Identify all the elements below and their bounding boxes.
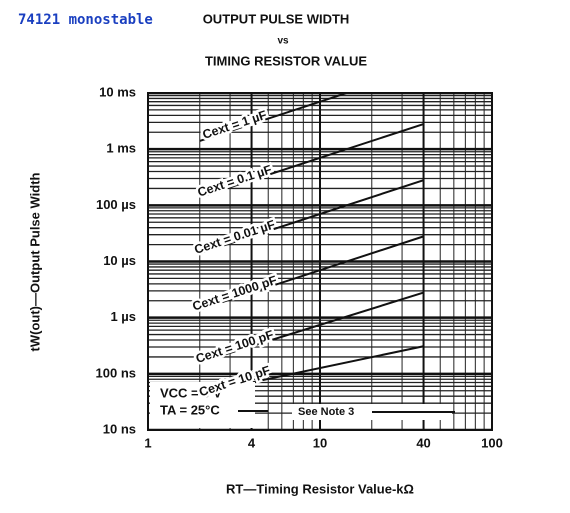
y-tick-label: 10 ns (103, 421, 136, 436)
x-tick-label: 1 (144, 435, 151, 450)
chart-subtitle: vs (277, 36, 289, 47)
series-label-group: Cext = 0.01 µF (190, 215, 280, 259)
series-label-group: Cext = 0.1 µF (193, 160, 276, 202)
x-axis-label: RT—Timing Resistor Value-kΩ (226, 481, 414, 496)
x-tick-label: 4 (248, 435, 256, 450)
series-line (199, 291, 424, 364)
header: 74121 monostable (18, 12, 153, 28)
series-line (199, 235, 424, 311)
series-label-group: Cext = 1 µF (198, 105, 271, 144)
annotation: TA = 25°C (160, 402, 220, 417)
series-label: Cext = 1 µF (201, 108, 269, 142)
plot-frame (147, 92, 493, 431)
chart-title: OUTPUT PULSE WIDTH (203, 11, 350, 26)
annotation: VCC = 5 V (160, 385, 222, 400)
y-tick-label: 100 ns (96, 365, 136, 380)
y-tick-label: 1 µs (110, 309, 136, 324)
annotation: See Note 3 (298, 406, 354, 418)
x-tick-label: 40 (416, 435, 430, 450)
chart-title: TIMING RESISTOR VALUE (205, 53, 367, 68)
series-line (199, 179, 424, 255)
x-tick-label: 10 (313, 435, 327, 450)
y-axis-label: tW(out)—Output Pulse Width (27, 172, 42, 351)
y-tick-label: 10 ms (99, 84, 136, 99)
series-label: Cext = 0.01 µF (193, 217, 278, 256)
annotation-box (150, 382, 255, 428)
x-tick-label: 100 (481, 435, 503, 450)
series-line (199, 93, 350, 142)
series-label: Cext = 0.1 µF (196, 162, 274, 199)
y-tick-label: 100 µs (96, 197, 136, 212)
y-tick-label: 10 µs (103, 253, 136, 268)
y-tick-label: 1 ms (106, 141, 136, 156)
series-line (199, 123, 424, 199)
